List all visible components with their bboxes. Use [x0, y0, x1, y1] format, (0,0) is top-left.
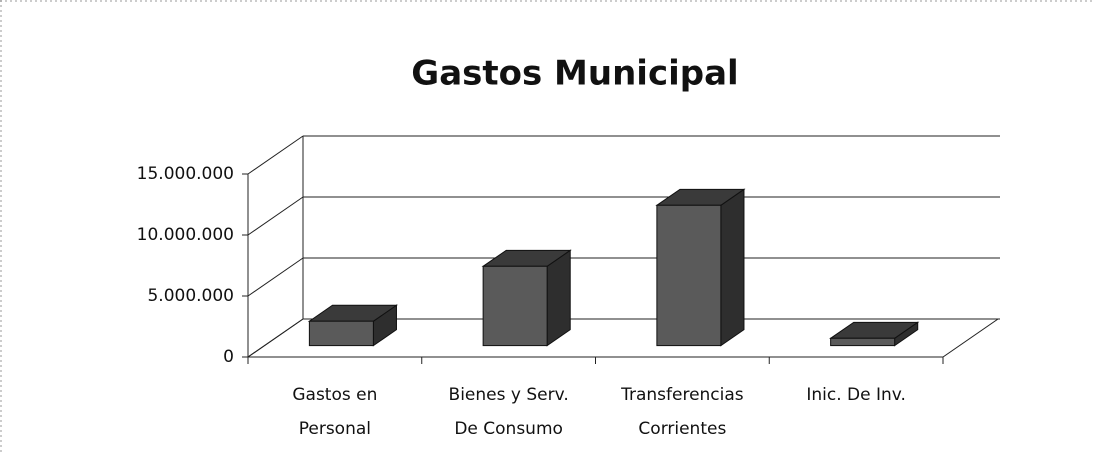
bar-front: [308, 320, 374, 347]
bar-side: [720, 188, 745, 347]
grid-line: [247, 257, 304, 297]
grid-line: [247, 135, 304, 175]
bar: [829, 321, 920, 347]
chart-title: Gastos Municipal: [411, 54, 738, 94]
x-tick-label: Transferencias: [620, 385, 744, 405]
bar-front: [656, 204, 722, 347]
x-tick-label: Bienes y Serv.: [449, 385, 569, 405]
x-tick-label: Personal: [299, 419, 371, 439]
bar-front: [830, 337, 896, 347]
x-tick-label: De Consumo: [454, 419, 563, 439]
y-tick-label: 10.000.000: [137, 225, 234, 245]
x-tick-label: Inic. De Inv.: [806, 385, 906, 405]
y-tick-label: 5.000.000: [147, 286, 234, 306]
grid-line: [247, 318, 304, 358]
y-tick-label: 15.000.000: [137, 164, 234, 184]
bar-side: [546, 249, 571, 347]
bar: [307, 304, 399, 347]
bar: [655, 188, 746, 347]
grid-line: [247, 196, 304, 236]
bar-front: [482, 265, 548, 347]
x-tick-label: Corrientes: [638, 419, 726, 439]
bar: [481, 249, 572, 347]
y-tick-label: 0: [223, 347, 234, 367]
x-tick-label: Gastos en: [292, 385, 377, 405]
